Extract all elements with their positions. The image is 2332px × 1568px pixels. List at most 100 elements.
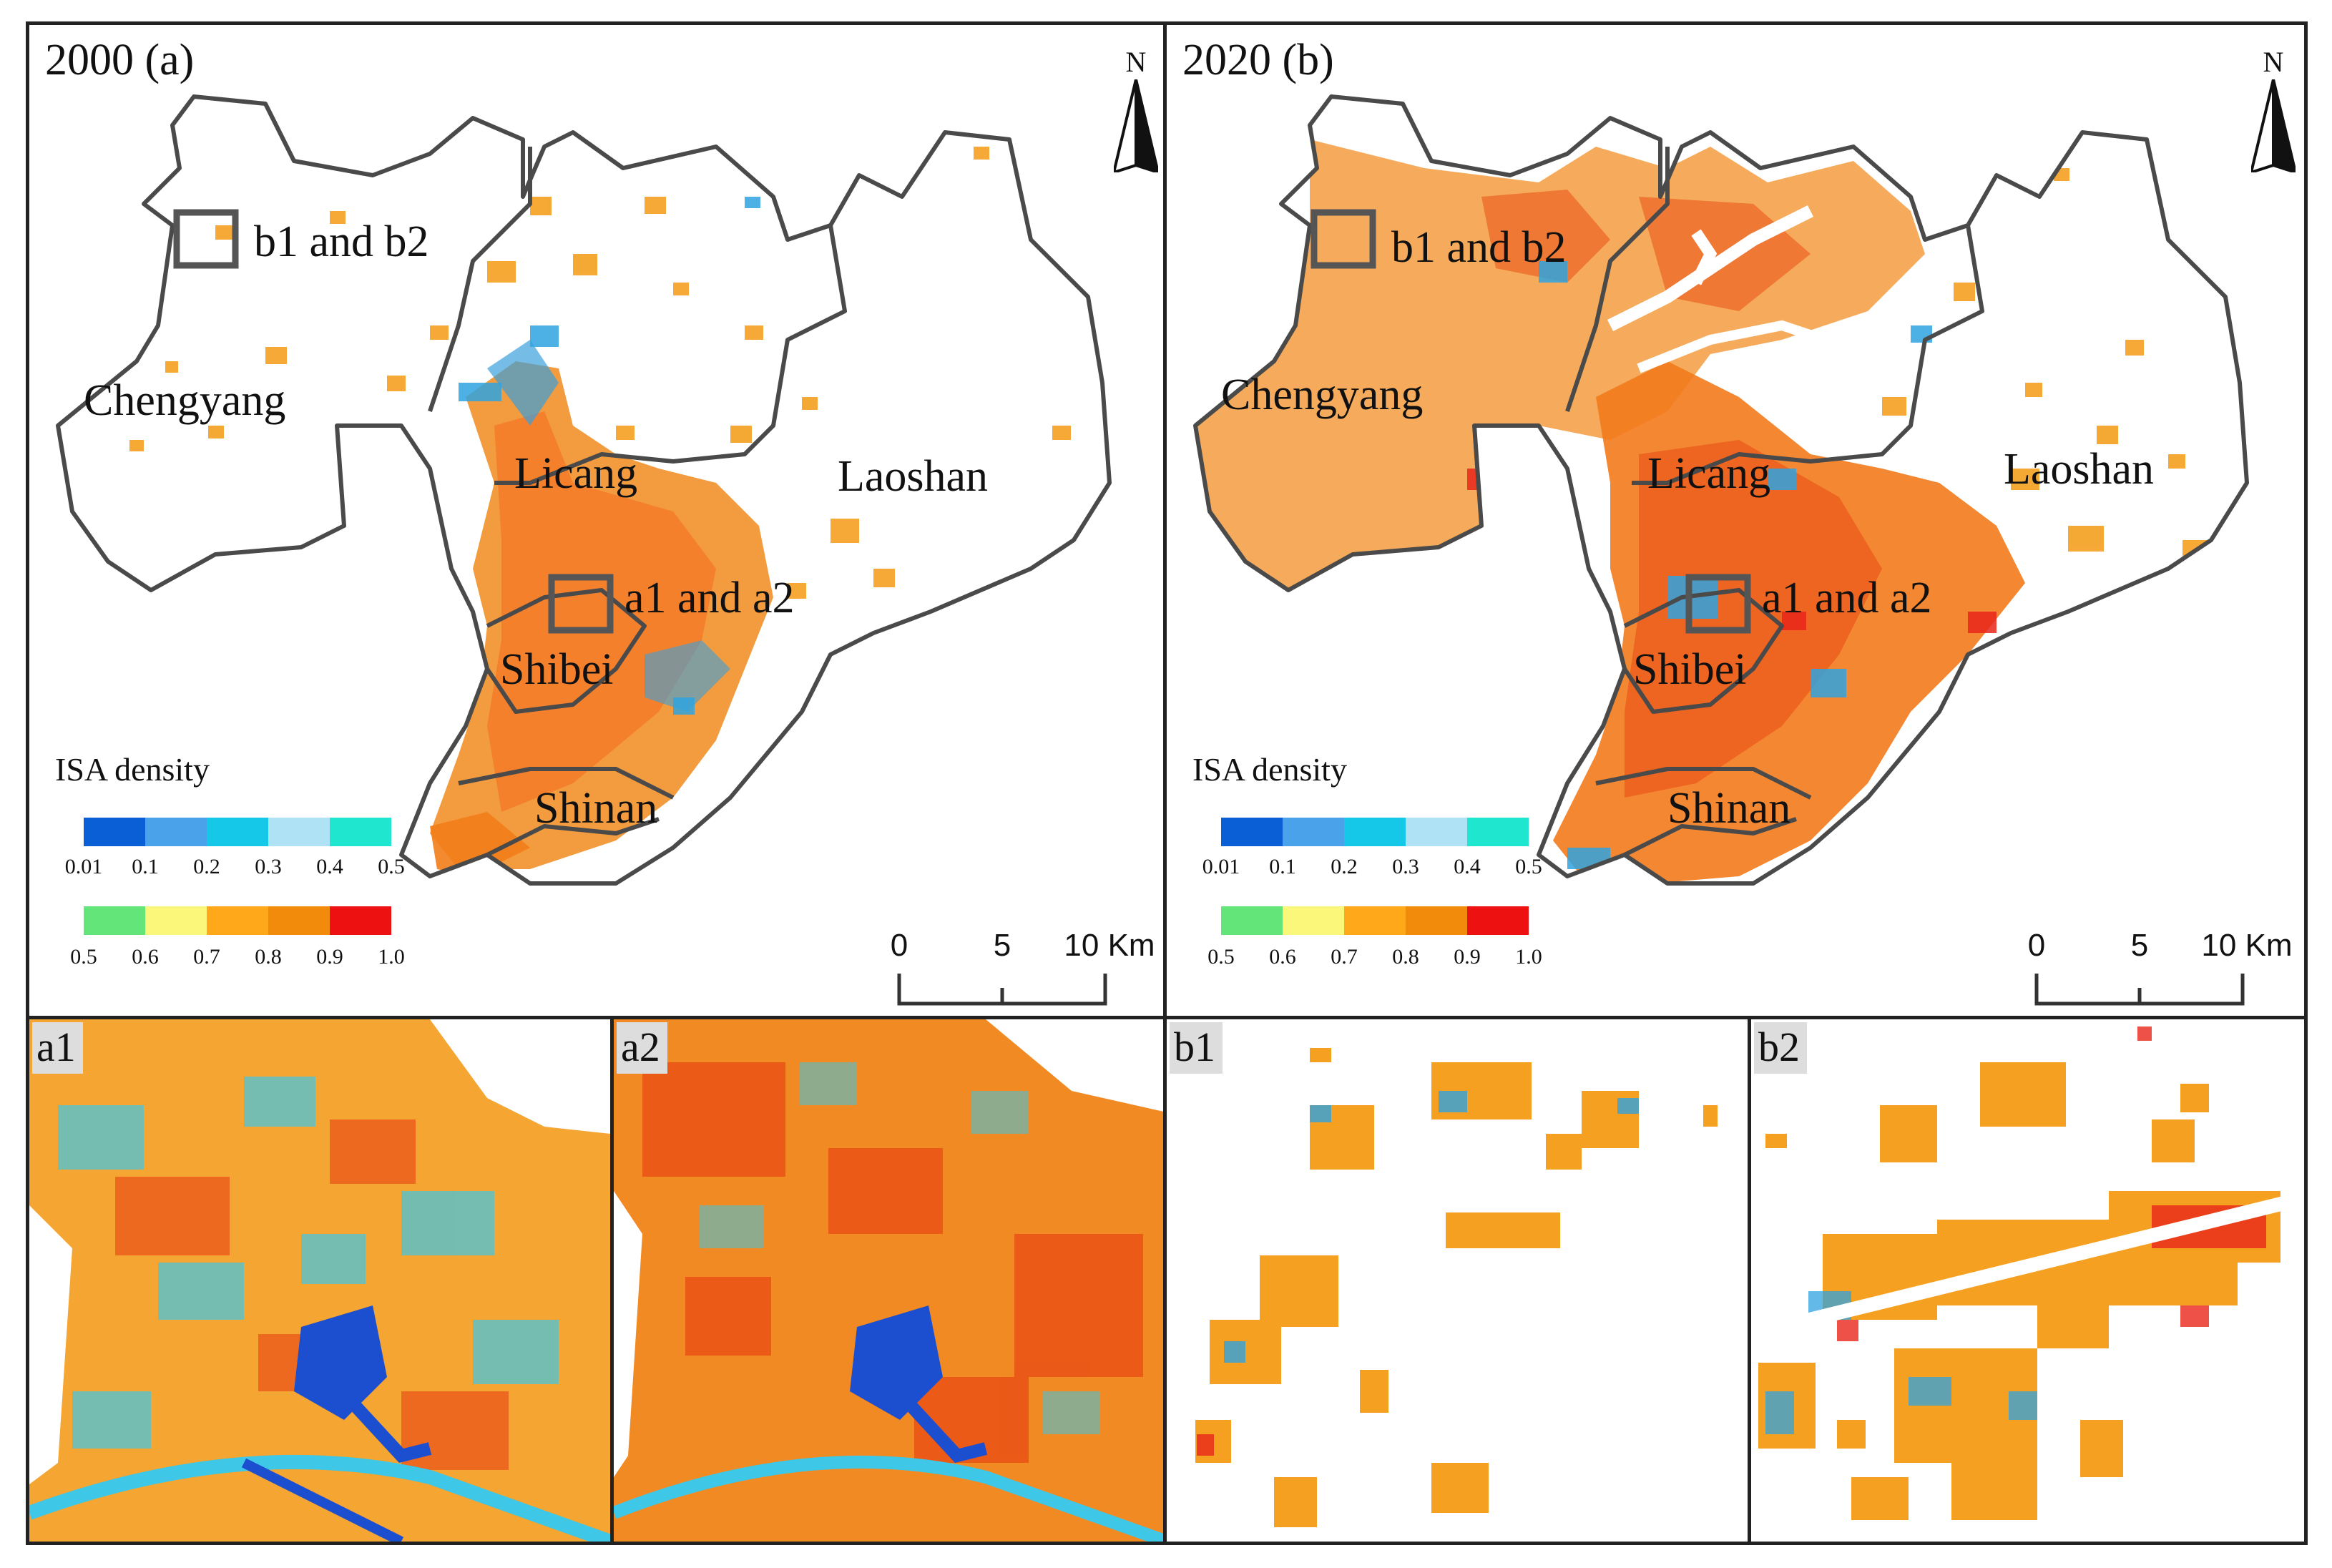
- legend-tick: 0.2: [193, 855, 220, 878]
- legend-swatch: [1344, 818, 1406, 846]
- district-label-shinan: Shinan: [1667, 784, 1791, 833]
- legend-swatch: [84, 906, 145, 935]
- legend-low-ramp: [1221, 818, 1529, 846]
- district-label-chengyang: Chengyang: [84, 376, 286, 425]
- legend-swatch: [1283, 906, 1344, 935]
- district-label-chengyang: Chengyang: [1221, 371, 1424, 419]
- scale-tick: 10 Km: [1064, 928, 1155, 963]
- box-label-a: a1 and a2: [1762, 574, 1932, 622]
- legend-tick: 0.7: [193, 945, 220, 969]
- scale-bar: 0 5 10 Km: [873, 928, 1155, 1014]
- legend-swatch: [1221, 906, 1283, 935]
- legend-tick: 0.1: [132, 855, 159, 878]
- legend-swatch: [1283, 818, 1344, 846]
- legend-title: ISA density: [1192, 751, 1347, 788]
- scale-tick: 10 Km: [2201, 928, 2293, 963]
- legend-swatch: [330, 818, 391, 846]
- legend-tick: 0.8: [255, 945, 282, 969]
- district-label-shinan: Shinan: [534, 784, 658, 833]
- legend-swatch: [84, 818, 145, 846]
- inset-a2-canvas: [614, 1019, 1167, 1542]
- inset-box-a-a: [548, 574, 614, 634]
- legend-low-ramp: [84, 818, 391, 846]
- inset-box-b-b: [1310, 209, 1376, 269]
- legend-high-ramp: [84, 906, 391, 935]
- legend-swatch: [1406, 906, 1467, 935]
- legend-tick: 1.0: [378, 945, 405, 969]
- inset-label: b1: [1170, 1022, 1223, 1074]
- box-label-b: b1 and b2: [1391, 223, 1567, 272]
- legend-tick: 0.4: [1454, 855, 1481, 878]
- box-label-a: a1 and a2: [624, 574, 795, 622]
- legend-tick: 0.5: [1207, 945, 1235, 969]
- north-label: N: [1125, 46, 1147, 78]
- scale-line: [2034, 974, 2245, 1006]
- legend-swatch: [145, 906, 207, 935]
- legend-tick: 0.8: [1392, 945, 1419, 969]
- legend-tick: 0.2: [1331, 855, 1358, 878]
- scale-bar: 0 5 10 Km: [2011, 928, 2293, 1014]
- inset-box-b-a: [173, 209, 239, 269]
- inset-a1: a1: [26, 1016, 614, 1545]
- legend-high-ramp: [1221, 906, 1529, 935]
- district-label-shibei: Shibei: [1633, 645, 1747, 694]
- district-label-laoshan: Laoshan: [2004, 445, 2155, 494]
- legend-swatch: [330, 906, 391, 935]
- map-panel-b: 2020 (b) N Chengyang Licang Laoshan Shib…: [1163, 21, 2308, 1023]
- legend-tick: 0.3: [1392, 855, 1419, 878]
- district-label-laoshan: Laoshan: [838, 452, 989, 501]
- district-label-licang: Licang: [514, 449, 638, 498]
- north-arrow-icon: [2251, 79, 2296, 172]
- north-arrow-icon: [1114, 79, 1158, 172]
- legend-swatch: [145, 818, 207, 846]
- legend-tick: 0.9: [1454, 945, 1481, 969]
- legend-swatch: [1344, 906, 1406, 935]
- inset-label: a2: [617, 1022, 667, 1074]
- inset-b2: b2: [1748, 1016, 2308, 1545]
- isa-legend: ISA density 0.01 0.1 0.2 0.3 0.4 0.5 0.5…: [1192, 750, 1564, 986]
- legend-swatch: [1467, 818, 1529, 846]
- legend-tick: 0.01: [64, 855, 103, 878]
- inset-label: a1: [32, 1022, 83, 1074]
- inset-b2-canvas: [1751, 1019, 2304, 1542]
- legend-tick: 0.6: [1269, 945, 1296, 969]
- legend-tick: 0.7: [1331, 945, 1358, 969]
- inset-b1-canvas: [1167, 1019, 1748, 1542]
- north-arrow: N: [1104, 46, 1167, 177]
- inset-b1: b1: [1163, 1016, 1751, 1545]
- panel-title: 2000 (a): [45, 36, 195, 84]
- legend-tick: 0.5: [378, 855, 405, 878]
- scale-line: [897, 974, 1107, 1006]
- legend-title: ISA density: [55, 751, 210, 788]
- legend-tick: 0.1: [1269, 855, 1296, 878]
- legend-swatch: [207, 818, 268, 846]
- scale-tick: 0: [2027, 928, 2046, 963]
- legend-tick: 0.5: [1515, 855, 1542, 878]
- inset-a2: a2: [610, 1016, 1170, 1545]
- inset-label: b2: [1754, 1022, 1807, 1074]
- map-panel-a: 2000 (a) N Chengyang Licang Laoshan Shib…: [26, 21, 1170, 1023]
- inset-box-a-b: [1685, 574, 1751, 634]
- north-arrow: N: [2241, 48, 2304, 177]
- legend-swatch: [1467, 906, 1529, 935]
- legend-swatch: [268, 818, 330, 846]
- district-label-licang: Licang: [1647, 449, 1771, 498]
- scale-tick: 5: [993, 928, 1011, 963]
- district-label-shibei: Shibei: [500, 645, 614, 694]
- scale-tick: 5: [2130, 928, 2149, 963]
- map-canvas-a: [56, 94, 1112, 886]
- scale-tick: 0: [890, 928, 908, 963]
- legend-swatch: [268, 906, 330, 935]
- legend-tick: 0.6: [132, 945, 159, 969]
- legend-tick: 0.3: [255, 855, 282, 878]
- legend-swatch: [1406, 818, 1467, 846]
- legend-tick: 1.0: [1515, 945, 1542, 969]
- legend-tick: 0.4: [316, 855, 343, 878]
- legend-tick: 0.01: [1202, 855, 1240, 878]
- legend-swatch: [1221, 818, 1283, 846]
- inset-a1-canvas: [29, 1019, 610, 1542]
- box-label-b: b1 and b2: [254, 217, 429, 266]
- legend-tick: 0.5: [70, 945, 97, 969]
- map-canvas-b: [1193, 94, 2249, 886]
- panel-title: 2020 (b): [1182, 36, 1334, 84]
